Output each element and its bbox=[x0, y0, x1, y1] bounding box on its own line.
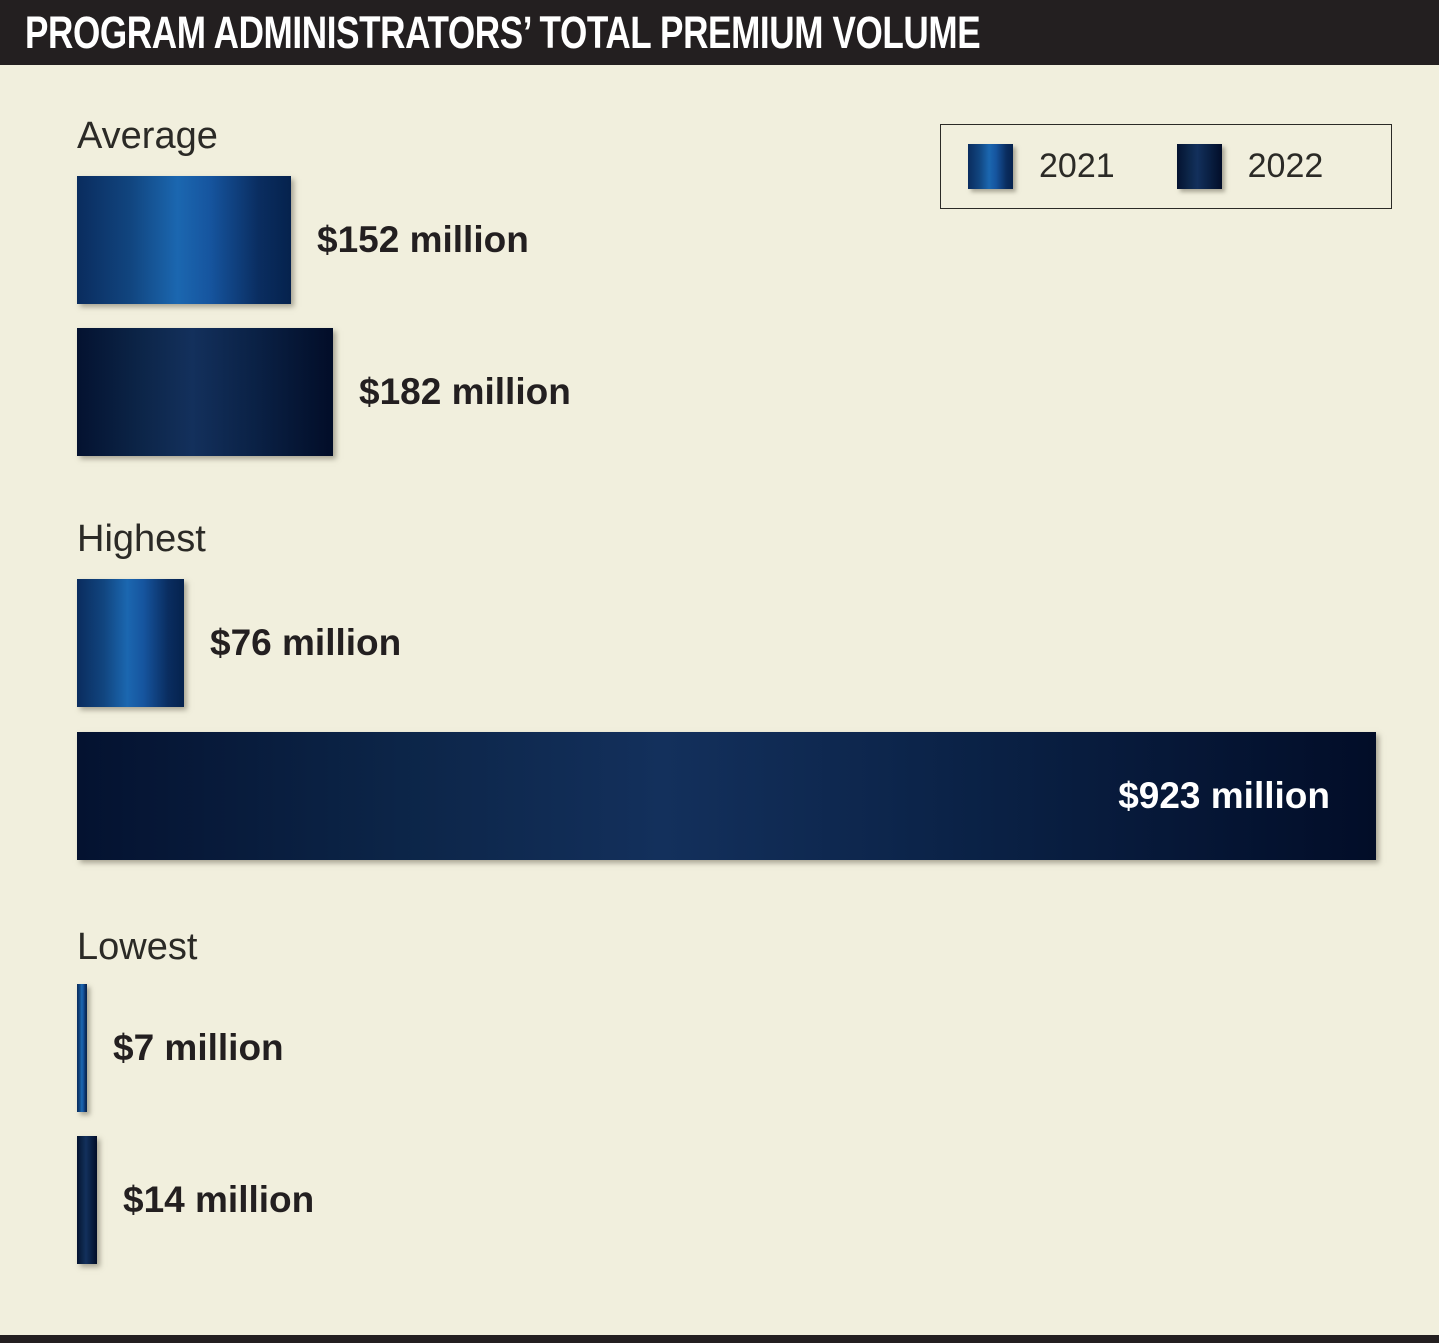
legend-label-2022: 2022 bbox=[1247, 147, 1324, 185]
value-label-lowest-2021: $7 million bbox=[113, 1027, 284, 1068]
bar-highest-2022: $923 million bbox=[77, 732, 1376, 860]
bar-row-average-2022: $182 million bbox=[77, 328, 1439, 456]
legend-label-2021: 2021 bbox=[1039, 147, 1115, 185]
value-label-lowest-2022: $14 million bbox=[123, 1179, 315, 1220]
bar-highest-2021 bbox=[77, 579, 184, 707]
legend-item-2021: 2021 bbox=[968, 144, 1115, 189]
legend: 2021 2022 bbox=[940, 124, 1392, 209]
footer-strip bbox=[0, 1335, 1439, 1343]
bar-row-highest-2022: $923 million bbox=[77, 732, 1439, 860]
chart-area: Average $152 million $182 million Highes… bbox=[0, 65, 1439, 1335]
legend-item-2022: 2022 bbox=[1176, 144, 1324, 189]
bar-row-average-2021: $152 million bbox=[77, 176, 1439, 304]
bar-row-lowest-2022: $14 million bbox=[77, 1136, 1439, 1264]
value-label-highest-2021: $76 million bbox=[210, 622, 402, 663]
title-bar: PROGRAM ADMINISTRATORS’ TOTAL PREMIUM VO… bbox=[0, 0, 1439, 65]
bar-lowest-2021 bbox=[77, 984, 87, 1112]
legend-swatch-2022 bbox=[1176, 144, 1222, 189]
legend-swatch-2021 bbox=[968, 144, 1013, 189]
value-label-average-2021: $152 million bbox=[317, 219, 529, 260]
value-label-average-2022: $182 million bbox=[359, 371, 571, 412]
group-label-average: Average bbox=[77, 115, 218, 157]
bar-average-2021 bbox=[77, 176, 291, 304]
bar-lowest-2022 bbox=[77, 1136, 97, 1264]
bar-average-2022 bbox=[77, 328, 333, 456]
page-title: PROGRAM ADMINISTRATORS’ TOTAL PREMIUM VO… bbox=[25, 6, 981, 58]
group-label-lowest: Lowest bbox=[77, 926, 198, 968]
bar-row-highest-2021: $76 million bbox=[77, 579, 1439, 707]
value-label-highest-2022: $923 million bbox=[1118, 775, 1330, 816]
bar-row-lowest-2021: $7 million bbox=[77, 984, 1439, 1112]
group-label-highest: Highest bbox=[77, 518, 206, 560]
